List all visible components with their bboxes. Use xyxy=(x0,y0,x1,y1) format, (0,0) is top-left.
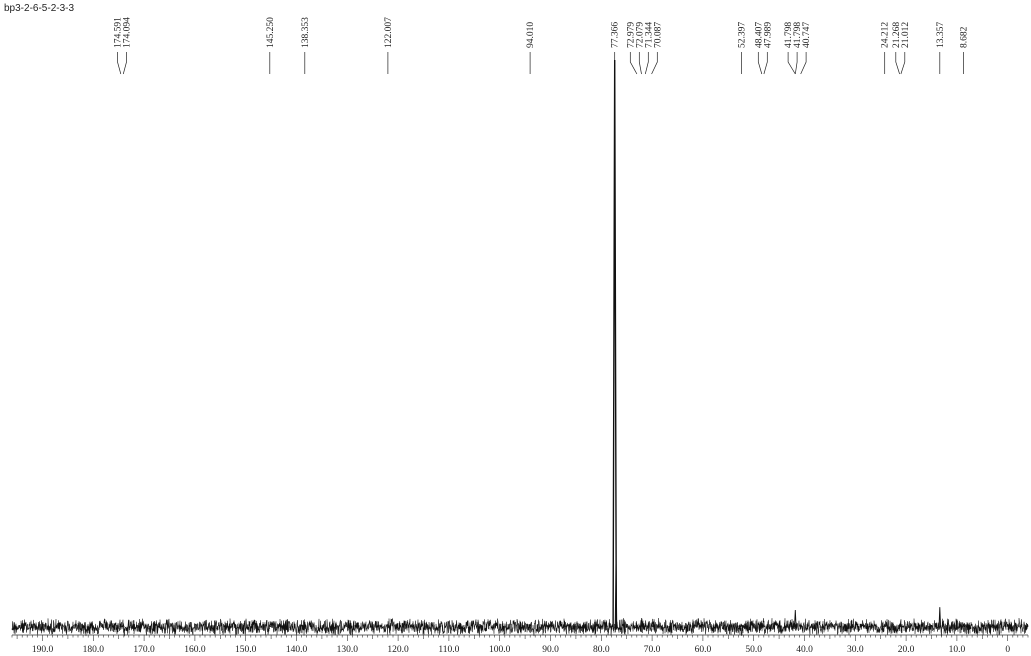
peak-label: 52.397 xyxy=(738,22,748,48)
x-tick-label: 80.0 xyxy=(593,645,610,655)
peak-label-lead xyxy=(644,52,649,75)
x-tick-label: 160.0 xyxy=(184,645,206,655)
x-tick-label: 30.0 xyxy=(847,645,864,655)
peak-label-lead xyxy=(122,52,127,75)
peak-label-lead xyxy=(794,52,798,75)
x-tick-label: 130.0 xyxy=(337,645,359,655)
spectrum-peak xyxy=(938,607,942,628)
spectrum-peak xyxy=(899,623,903,628)
x-tick-label: 140.0 xyxy=(286,645,308,655)
peak-label: 48.407 xyxy=(754,22,764,48)
x-axis-ticks xyxy=(11,635,1029,641)
x-tick-label: 170.0 xyxy=(133,645,155,655)
spectrum-peak xyxy=(962,623,965,628)
spectrum-peak xyxy=(794,609,797,628)
spectrum-peak xyxy=(268,623,272,628)
spectrum-peak xyxy=(303,623,307,628)
peak-label: 47.989 xyxy=(763,22,773,48)
x-tick-label: 190.0 xyxy=(32,645,54,655)
sample-title: bp3-2-6-5-2-3-3 xyxy=(4,3,75,14)
peak-label: 122.007 xyxy=(384,17,394,48)
peak-label: 77.366 xyxy=(611,22,621,48)
x-tick-label: 100.0 xyxy=(489,645,511,655)
peak-label-lead xyxy=(800,52,807,75)
peak-label-lead xyxy=(787,52,796,75)
x-tick-label: 50.0 xyxy=(745,645,762,655)
peak-label-lead xyxy=(629,52,638,75)
peak-label-lead xyxy=(117,52,122,75)
peak-label: 41.798 xyxy=(784,22,794,48)
spectrum-peak xyxy=(644,623,647,628)
spectrum-peak xyxy=(119,623,123,628)
peak-labels: 174.591 174.094 145.250 138.353 122.007 94.01… xyxy=(114,17,970,75)
peak-label: 174.591 xyxy=(114,17,124,48)
x-tick-label: 40.0 xyxy=(796,645,813,655)
spectrum-peak xyxy=(635,623,639,628)
peak-label: 40.747 xyxy=(802,22,812,48)
spectrum-peak xyxy=(612,59,617,628)
peak-label: 21.268 xyxy=(892,22,902,48)
peak-label-lead xyxy=(757,52,763,75)
peak-label: 13.357 xyxy=(936,22,946,48)
spectrum-peak xyxy=(614,558,618,628)
spectrum-peak xyxy=(528,623,532,628)
peak-label: 138.353 xyxy=(301,17,311,48)
peak-label: 72.979 xyxy=(626,22,636,48)
x-tick-label: 110.0 xyxy=(438,645,459,655)
x-tick-label: 20.0 xyxy=(898,645,915,655)
peak-label: 24.212 xyxy=(881,22,891,48)
peak-label-lead xyxy=(638,52,642,75)
spectrum-peak xyxy=(799,623,802,628)
peak-label-lead xyxy=(895,52,900,75)
x-tick-label: 180.0 xyxy=(83,645,105,655)
x-axis: 190.0 180.0 170.0 160.0 150.0 140.0 130.0 120.0… xyxy=(11,634,1029,655)
x-tick-label: 120.0 xyxy=(387,645,409,655)
spectrum-peak xyxy=(386,623,390,628)
x-tick-label: 10.0 xyxy=(949,645,966,655)
spectrum-peak xyxy=(650,623,653,628)
peak-label-lead xyxy=(651,52,658,75)
x-tick-label: 0 xyxy=(1005,645,1010,655)
peak-label: 8.682 xyxy=(960,26,970,48)
x-tick-label: 90.0 xyxy=(542,645,559,655)
peak-label-lead xyxy=(763,52,768,75)
spectrum-peak xyxy=(760,623,764,628)
spectrum-peak xyxy=(740,623,743,628)
peak-label-lead xyxy=(900,52,906,75)
spectrum-peak xyxy=(883,623,886,628)
spectrum-peak xyxy=(640,623,643,628)
x-tick-label: 150.0 xyxy=(235,645,257,655)
x-tick-label: 60.0 xyxy=(695,645,712,655)
peak-label: 21.012 xyxy=(901,22,911,48)
peak-label: 94.010 xyxy=(526,22,536,48)
peak-label: 72.079 xyxy=(635,22,645,48)
peak-label: 41.798 xyxy=(793,22,803,48)
baseline-noise xyxy=(11,617,1029,637)
peak-label: 70.087 xyxy=(653,22,663,48)
x-tick-label: 70.0 xyxy=(644,645,661,655)
spectrum-trace xyxy=(11,59,1029,637)
peak-label: 174.094 xyxy=(123,17,133,48)
spectrum-peak xyxy=(122,623,125,628)
spectrum-peak xyxy=(762,623,766,628)
peak-label: 71.344 xyxy=(644,22,654,48)
peak-label: 145.250 xyxy=(266,17,276,48)
